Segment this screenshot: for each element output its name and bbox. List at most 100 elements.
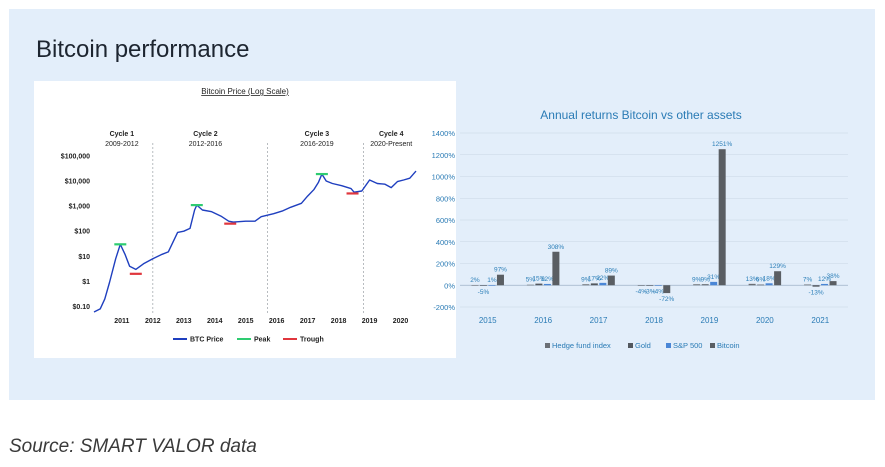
x-tick-label: 2020: [393, 318, 409, 325]
bar: [829, 281, 837, 286]
bar: [543, 283, 551, 286]
x-tick-label: 2012: [145, 318, 161, 325]
cycle-range: 2012-2016: [189, 141, 223, 148]
x-tick-label: 2016: [534, 316, 552, 325]
y-tick-label: 1200%: [432, 151, 456, 160]
bar: [471, 285, 479, 286]
x-tick-label: 2014: [207, 318, 223, 325]
legend-label: Trough: [300, 337, 324, 344]
bar: [526, 284, 534, 286]
bar: [479, 285, 487, 286]
data-label: 6%: [756, 277, 766, 284]
y-tick-label: $0.10: [72, 304, 90, 311]
y-tick-label: $1,000: [69, 204, 91, 211]
legend-swatch: [545, 343, 550, 348]
x-tick-label: 2019: [701, 316, 719, 325]
data-label: 9%: [692, 276, 702, 283]
data-label: 9%: [581, 276, 591, 283]
btc-chart-title: Bitcoin Price (Log Scale): [201, 87, 289, 96]
bar: [765, 283, 773, 286]
data-label: 129%: [769, 263, 786, 270]
y-tick-label: $100: [74, 229, 90, 236]
bar: [607, 275, 615, 286]
bar: [710, 281, 718, 286]
y-tick-label: 800%: [436, 194, 456, 203]
data-label: -13%: [808, 290, 823, 297]
data-label: 2%: [470, 277, 480, 284]
x-tick-label: 2011: [114, 318, 129, 325]
bar: [599, 282, 607, 286]
data-label: 31%: [707, 274, 720, 281]
x-tick-label: 2015: [238, 318, 254, 325]
legend-label: Gold: [635, 341, 651, 350]
data-label: 5%: [526, 277, 536, 284]
x-tick-label: 2018: [645, 316, 663, 325]
bar: [701, 284, 709, 286]
y-tick-label: 200%: [436, 260, 456, 269]
bar: [693, 284, 701, 286]
bar: [663, 285, 671, 294]
y-tick-label: $10: [78, 254, 90, 261]
bar: [774, 271, 782, 286]
bar: [757, 284, 765, 286]
data-label: 12%: [541, 276, 554, 283]
cycle-name: Cycle 3: [305, 131, 330, 138]
bar: [748, 283, 756, 286]
page-title: Bitcoin performance: [36, 36, 250, 63]
cycle-range: 2016-2019: [300, 141, 334, 148]
data-label: 12%: [818, 276, 831, 283]
x-tick-label: 2016: [269, 318, 285, 325]
legend-swatch: [628, 343, 633, 348]
y-tick-label: 1400%: [432, 129, 456, 138]
cycle-name: Cycle 1: [110, 131, 135, 138]
btc-price-line: [93, 170, 417, 313]
x-tick-label: 2015: [479, 316, 497, 325]
returns-chart-title: Annual returns Bitcoin vs other assets: [540, 108, 741, 122]
y-tick-label: 600%: [436, 216, 456, 225]
data-label: 22%: [596, 275, 609, 282]
y-tick-label: 1000%: [432, 173, 456, 182]
data-label: 308%: [548, 244, 565, 251]
x-tick-label: 2020: [756, 316, 774, 325]
annual-returns-chart: Annual returns Bitcoin vs other assets 14…: [432, 108, 848, 350]
bar: [496, 274, 504, 286]
cycle-name: Cycle 4: [379, 131, 404, 138]
x-tick-label: 2013: [176, 318, 192, 325]
legend-label: BTC Price: [190, 337, 224, 344]
legend-label: Hedge fund index: [552, 341, 611, 350]
bar: [812, 285, 820, 287]
bar: [535, 283, 543, 286]
data-label: 15%: [532, 276, 545, 283]
data-label: 38%: [827, 273, 840, 280]
bar: [654, 285, 662, 286]
btc-log-chart: Bitcoin Price (Log Scale) Cycle 1 2009-201…: [61, 87, 417, 344]
data-label: -3%: [644, 289, 656, 296]
bar: [804, 284, 812, 286]
legend-swatch: [666, 343, 671, 348]
data-label: 17%: [588, 275, 601, 282]
data-label: -4%: [652, 289, 664, 296]
y-tick-label: $10,000: [65, 179, 90, 186]
bar: [637, 285, 645, 286]
legend-label: Bitcoin: [717, 341, 740, 350]
x-tick-label: 2019: [362, 318, 378, 325]
legend-swatch: [710, 343, 715, 348]
cycle-range: 2020-Present: [370, 141, 412, 148]
y-tick-label: $1: [82, 279, 90, 286]
x-tick-label: 2017: [300, 318, 316, 325]
data-label: 1251%: [712, 141, 732, 148]
y-tick-label: -200%: [433, 303, 455, 312]
bar: [488, 285, 496, 286]
bar: [582, 284, 590, 286]
legend-label: S&P 500: [673, 341, 702, 350]
data-label: 9%: [700, 276, 710, 283]
data-label: 97%: [494, 267, 507, 274]
data-label: 89%: [605, 268, 618, 275]
source-note: Source: SMART VALOR data: [9, 436, 257, 457]
x-tick-label: 2021: [811, 316, 829, 325]
x-tick-label: 2018: [331, 318, 347, 325]
x-tick-label: 2017: [590, 316, 608, 325]
data-label: 1%: [487, 277, 497, 284]
bar: [590, 283, 598, 286]
y-tick-label: 400%: [436, 238, 456, 247]
